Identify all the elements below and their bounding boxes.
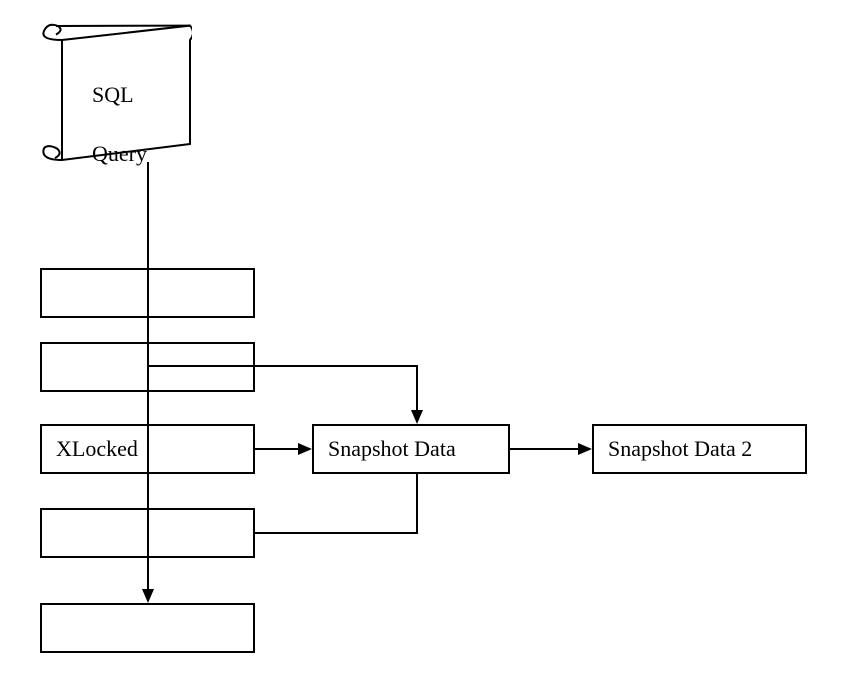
flow-box-snapshot2: Snapshot Data 2	[592, 424, 807, 474]
flow-box-xlocked: XLocked	[40, 424, 255, 474]
flow-box-4	[40, 508, 255, 558]
flow-box-1	[40, 268, 255, 318]
scroll-line2: Query	[92, 141, 147, 166]
box-label: Snapshot Data 2	[608, 436, 752, 462]
flow-box-2	[40, 342, 255, 392]
box-label: XLocked	[56, 436, 138, 462]
scroll-line1: SQL	[92, 82, 134, 107]
box-label: Snapshot Data	[328, 436, 456, 462]
flow-box-snapshot1: Snapshot Data	[312, 424, 510, 474]
flow-box-5	[40, 603, 255, 653]
diagram-canvas: SQL Query XLocked Snapshot Data Snapshot…	[0, 0, 856, 688]
scroll-label: SQL Query	[70, 50, 147, 198]
